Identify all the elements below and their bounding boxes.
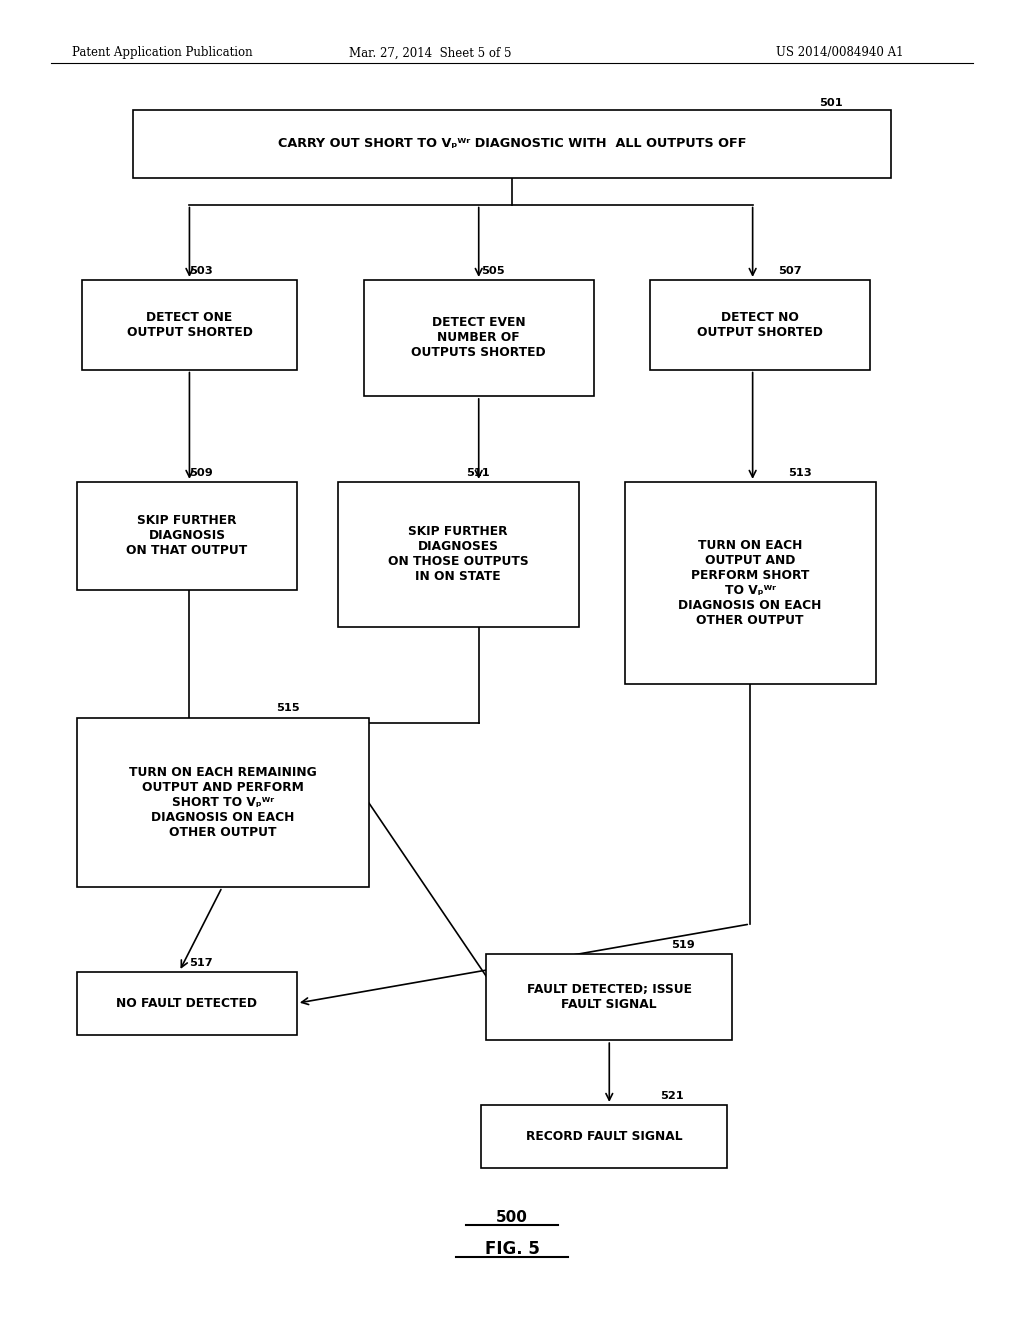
Bar	[82, 280, 297, 370]
Bar	[650, 280, 870, 370]
Text: 513: 513	[788, 467, 812, 478]
Text: RECORD FAULT SIGNAL: RECORD FAULT SIGNAL	[526, 1130, 682, 1143]
Text: CARRY OUT SHORT TO Vₚᵂʳ DIAGNOSTIC WITH  ALL OUTPUTS OFF: CARRY OUT SHORT TO Vₚᵂʳ DIAGNOSTIC WITH …	[278, 137, 746, 150]
Bar	[77, 482, 297, 590]
Bar	[133, 110, 891, 178]
Text: DETECT ONE
OUTPUT SHORTED: DETECT ONE OUTPUT SHORTED	[127, 310, 252, 339]
Text: 517: 517	[189, 957, 213, 968]
Text: SKIP FURTHER
DIAGNOSES
ON THOSE OUTPUTS
IN ON STATE: SKIP FURTHER DIAGNOSES ON THOSE OUTPUTS …	[388, 525, 528, 583]
Text: DETECT NO
OUTPUT SHORTED: DETECT NO OUTPUT SHORTED	[697, 310, 823, 339]
Text: Patent Application Publication: Patent Application Publication	[72, 46, 252, 59]
Text: Mar. 27, 2014  Sheet 5 of 5: Mar. 27, 2014 Sheet 5 of 5	[349, 46, 511, 59]
Text: NO FAULT DETECTED: NO FAULT DETECTED	[117, 997, 257, 1010]
Text: 505: 505	[481, 265, 505, 276]
Bar	[481, 1105, 727, 1168]
Text: 511: 511	[466, 467, 489, 478]
Text: 500: 500	[496, 1209, 528, 1225]
Text: DETECT EVEN
NUMBER OF
OUTPUTS SHORTED: DETECT EVEN NUMBER OF OUTPUTS SHORTED	[412, 317, 546, 359]
Bar	[364, 280, 594, 396]
Text: US 2014/0084940 A1: US 2014/0084940 A1	[776, 46, 903, 59]
Text: 503: 503	[189, 265, 213, 276]
Text: 521: 521	[660, 1090, 684, 1101]
Bar	[338, 482, 579, 627]
Text: TURN ON EACH REMAINING
OUTPUT AND PERFORM
SHORT TO Vₚᵂʳ
DIAGNOSIS ON EACH
OTHER : TURN ON EACH REMAINING OUTPUT AND PERFOR…	[129, 766, 316, 840]
Text: SKIP FURTHER
DIAGNOSIS
ON THAT OUTPUT: SKIP FURTHER DIAGNOSIS ON THAT OUTPUT	[126, 515, 248, 557]
Bar	[486, 954, 732, 1040]
Text: FIG. 5: FIG. 5	[484, 1239, 540, 1258]
Text: 515: 515	[276, 702, 300, 713]
Bar	[625, 482, 876, 684]
Bar	[77, 972, 297, 1035]
Text: TURN ON EACH
OUTPUT AND
PERFORM SHORT
TO Vₚᵂʳ
DIAGNOSIS ON EACH
OTHER OUTPUT: TURN ON EACH OUTPUT AND PERFORM SHORT TO…	[678, 539, 822, 627]
Text: 509: 509	[189, 467, 213, 478]
Text: 519: 519	[671, 940, 694, 950]
Text: 507: 507	[778, 265, 802, 276]
Text: FAULT DETECTED; ISSUE
FAULT SIGNAL: FAULT DETECTED; ISSUE FAULT SIGNAL	[526, 983, 692, 1011]
Bar	[77, 718, 369, 887]
Text: 501: 501	[819, 98, 843, 108]
